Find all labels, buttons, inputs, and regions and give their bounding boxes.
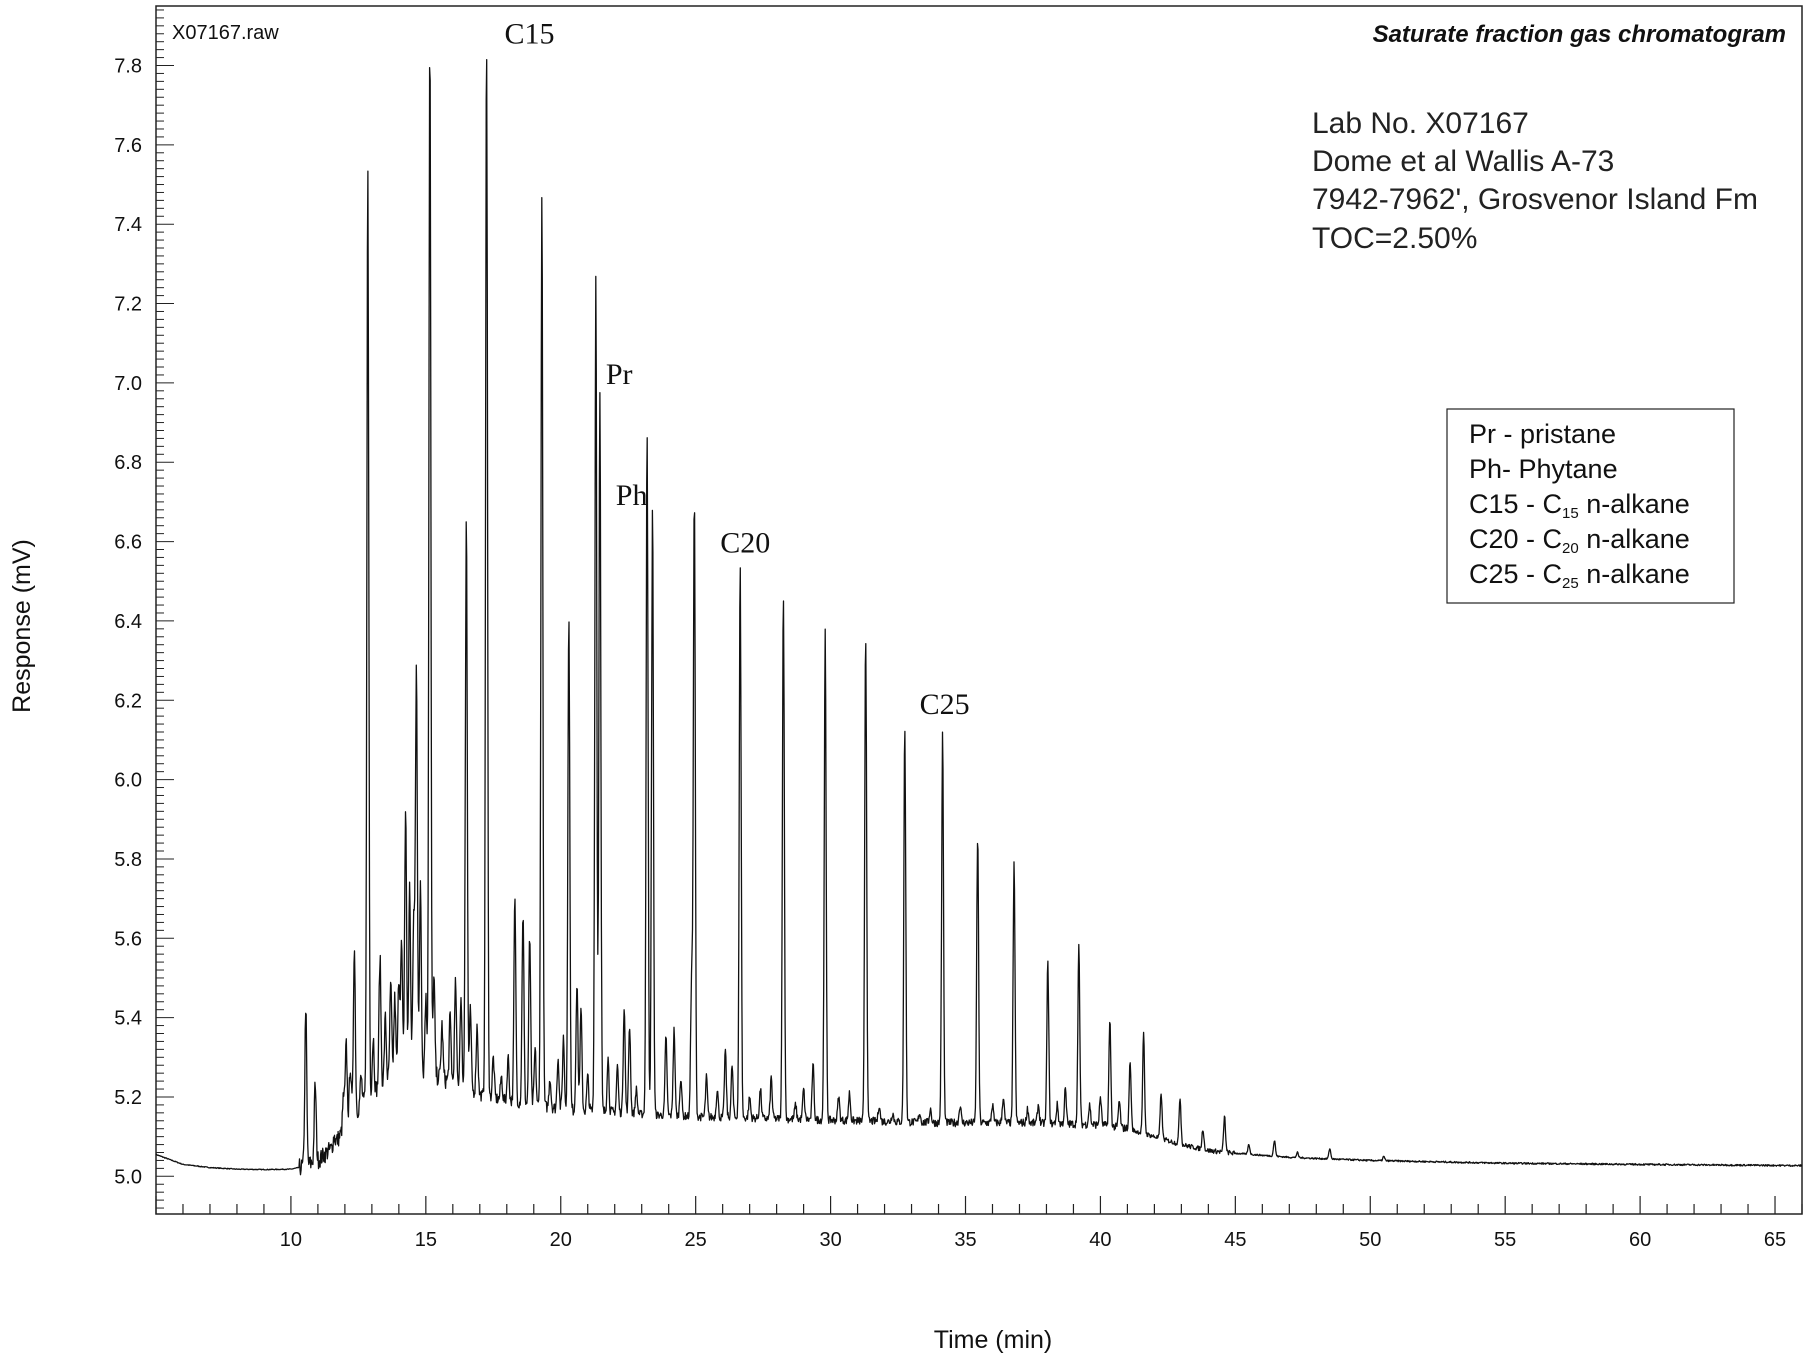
peak-label: Pr <box>606 358 633 391</box>
x-tick-label: 35 <box>954 1229 976 1251</box>
y-tick-label: 7.6 <box>114 135 142 157</box>
x-tick-label: 15 <box>415 1229 437 1251</box>
x-axis-ticks: 10 15 20 25 30 35 40 45 50 55 60 65 <box>155 1196 1803 1251</box>
x-axis-label: Time (min) <box>934 1326 1053 1354</box>
chromatogram-trace <box>155 58 1803 1176</box>
y-tick-label: 5.2 <box>114 1087 142 1109</box>
y-tick-label: 7.8 <box>114 56 142 78</box>
y-axis-label: Response (mV) <box>8 539 36 713</box>
y-tick-label: 7.2 <box>114 294 142 316</box>
legend-entry: C15 - C15 n-alkane <box>1469 489 1690 522</box>
well-name: Dome et al Wallis A-73 <box>1312 145 1614 178</box>
axes: 10 15 20 25 30 35 40 45 50 55 60 65 5.0 5.2 5.4 5.6 5.8… <box>114 5 1803 1251</box>
y-tick-label: 5.6 <box>114 928 142 950</box>
peak-label: C15 <box>505 18 555 51</box>
legend-box: Pr - pristane Ph- Phytane C15 - C15 n-alka… <box>1446 408 1735 604</box>
legend-frame <box>1446 408 1735 604</box>
y-tick-label: 5.8 <box>114 849 142 871</box>
y-tick-label: 6.4 <box>114 611 142 633</box>
peak-label: C25 <box>920 688 970 721</box>
sample-info: Lab No. X07167 Dome et al Wallis A-73 79… <box>1312 107 1758 255</box>
legend-entry: Pr - pristane <box>1469 419 1616 449</box>
x-tick-label: 55 <box>1494 1229 1516 1251</box>
peak-labels: C15 Pr Ph C20 C25 <box>505 18 970 721</box>
x-tick-label: 45 <box>1224 1229 1246 1251</box>
x-tick-label: 20 <box>550 1229 572 1251</box>
y-tick-label: 7.4 <box>114 214 142 236</box>
plot-frame <box>155 5 1803 1215</box>
lab-number: Lab No. X07167 <box>1312 107 1529 140</box>
y-tick-label: 6.2 <box>114 690 142 712</box>
x-tick-label: 60 <box>1629 1229 1651 1251</box>
x-tick-label: 50 <box>1359 1229 1381 1251</box>
y-tick-label: 5.0 <box>114 1166 142 1188</box>
legend-entry: C20 - C20 n-alkane <box>1469 524 1690 557</box>
toc-value: TOC=2.50% <box>1312 222 1477 255</box>
y-tick-label: 6.8 <box>114 452 142 474</box>
x-tick-label: 30 <box>819 1229 841 1251</box>
x-tick-label: 10 <box>280 1229 302 1251</box>
x-tick-label: 40 <box>1089 1229 1111 1251</box>
x-tick-label: 65 <box>1764 1229 1786 1251</box>
legend-entry: C25 - C25 n-alkane <box>1469 559 1690 592</box>
y-tick-label: 6.0 <box>114 770 142 792</box>
y-tick-label: 7.0 <box>114 373 142 395</box>
x-tick-label: 25 <box>685 1229 707 1251</box>
depth-formation: 7942-7962', Grosvenor Island Fm <box>1312 183 1758 216</box>
peak-label: C20 <box>720 526 770 559</box>
y-tick-label: 6.6 <box>114 532 142 554</box>
legend-entry: Ph- Phytane <box>1469 454 1618 484</box>
y-axis-ticks: 5.0 5.2 5.4 5.6 5.8 6.0 6.2 6.4 6.6 6.8 7.0 7.2 7.4 7… <box>114 9 174 1209</box>
peak-label: Ph <box>616 479 648 512</box>
file-label: X07167.raw <box>172 22 279 44</box>
chart-title: Saturate fraction gas chromatogram <box>1373 21 1786 48</box>
y-tick-label: 5.4 <box>114 1008 142 1030</box>
